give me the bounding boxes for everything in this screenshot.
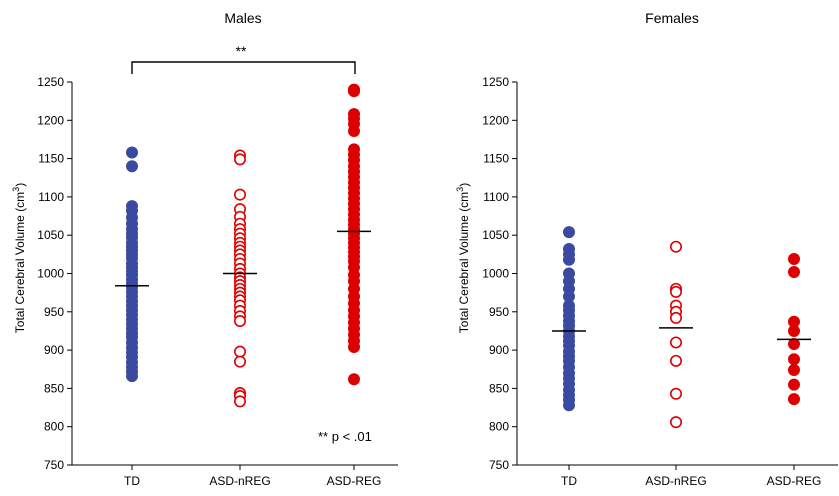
data-point-td bbox=[563, 226, 575, 239]
data-point-asd-nreg bbox=[669, 311, 682, 324]
y-tick-label: 850 bbox=[44, 381, 64, 395]
data-point-asd-nreg bbox=[669, 240, 682, 253]
data-point-asd-nreg bbox=[669, 285, 682, 298]
panel-title-males: Males bbox=[224, 10, 261, 26]
data-point-asd-nreg bbox=[669, 387, 682, 400]
x-tick-label: ASD-REG bbox=[327, 474, 382, 488]
data-point-asd-nreg bbox=[234, 314, 247, 327]
data-point-asd-nreg bbox=[669, 336, 682, 349]
data-point-asd-nreg bbox=[234, 355, 247, 368]
panel-females: Females Total Cerebral Volume (cm3) 750 8… bbox=[455, 10, 838, 488]
bracket-label: ** bbox=[236, 43, 247, 59]
data-point-td bbox=[126, 146, 138, 159]
y-tick-label: 1250 bbox=[482, 75, 509, 89]
data-point-td bbox=[563, 399, 575, 412]
data-point-asd-nreg bbox=[669, 354, 682, 367]
y-tick-label: 1050 bbox=[37, 228, 64, 242]
y-tick-label: 950 bbox=[489, 305, 509, 319]
y-tick-label: 900 bbox=[44, 343, 64, 357]
data-point-td bbox=[126, 370, 138, 383]
y-tick-label: 1200 bbox=[37, 113, 64, 127]
data-point-asd-reg bbox=[788, 364, 800, 377]
y-tick-label: 1000 bbox=[37, 267, 64, 281]
panel-males: Males Total Cerebral Volume (cm3) ** ** … bbox=[11, 10, 398, 488]
significance-bracket: ** bbox=[131, 43, 356, 74]
data-point-td bbox=[563, 253, 575, 266]
y-tick-label: 1100 bbox=[38, 190, 64, 204]
data-point-td bbox=[126, 160, 138, 173]
x-tick-label: TD bbox=[124, 474, 140, 488]
data-point-asd-reg bbox=[788, 315, 800, 328]
bracket-line bbox=[131, 61, 356, 74]
data-point-asd-reg bbox=[788, 353, 800, 366]
y-tick-label: 1000 bbox=[482, 267, 509, 281]
data-point-asd-reg bbox=[788, 265, 800, 278]
x-tick-label: ASD-REG bbox=[767, 474, 822, 488]
y-tick-label: 850 bbox=[489, 381, 509, 395]
y-tick-label: 1050 bbox=[482, 228, 509, 242]
y-tick-label: 900 bbox=[489, 343, 509, 357]
y-tick-label: 1200 bbox=[482, 113, 509, 127]
data-point-asd-nreg bbox=[234, 153, 247, 166]
data-point-asd-reg bbox=[788, 252, 800, 265]
data-point-asd-reg bbox=[788, 378, 800, 391]
data-point-asd-reg bbox=[788, 324, 800, 337]
data-point-td bbox=[563, 290, 575, 303]
y-tick-label: 800 bbox=[489, 420, 509, 434]
panel-title-females: Females bbox=[645, 10, 699, 26]
data-point-asd-nreg bbox=[234, 345, 247, 358]
data-point-asd-reg bbox=[788, 393, 800, 406]
y-axis-label-males: Total Cerebral Volume (cm3) bbox=[11, 183, 27, 333]
x-tick-label: ASD-nREG bbox=[645, 474, 706, 488]
p-value-note: ** p < .01 bbox=[318, 429, 372, 444]
y-axis-label-females: Total Cerebral Volume (cm3) bbox=[455, 183, 471, 333]
data-point-asd-reg bbox=[348, 373, 360, 386]
data-point-asd-nreg bbox=[234, 188, 247, 201]
y-tick-label: 1150 bbox=[38, 152, 64, 166]
y-tick-label: 1150 bbox=[483, 152, 509, 166]
data-point-asd-nreg bbox=[234, 395, 247, 408]
y-tick-label: 1250 bbox=[37, 75, 64, 89]
y-tick-label: 750 bbox=[44, 458, 64, 472]
y-tick-label: 800 bbox=[44, 420, 64, 434]
data-point-asd-reg bbox=[788, 337, 800, 350]
x-tick-label: TD bbox=[561, 474, 577, 488]
x-tick-label: ASD-nREG bbox=[209, 474, 270, 488]
y-tick-label: 1100 bbox=[483, 190, 509, 204]
data-point-asd-nreg bbox=[669, 416, 682, 429]
data-point-asd-reg bbox=[348, 125, 360, 138]
data-point-asd-reg bbox=[348, 85, 360, 98]
y-tick-label: 750 bbox=[489, 458, 509, 472]
data-point-asd-reg bbox=[348, 341, 360, 354]
y-tick-label: 950 bbox=[44, 305, 64, 319]
